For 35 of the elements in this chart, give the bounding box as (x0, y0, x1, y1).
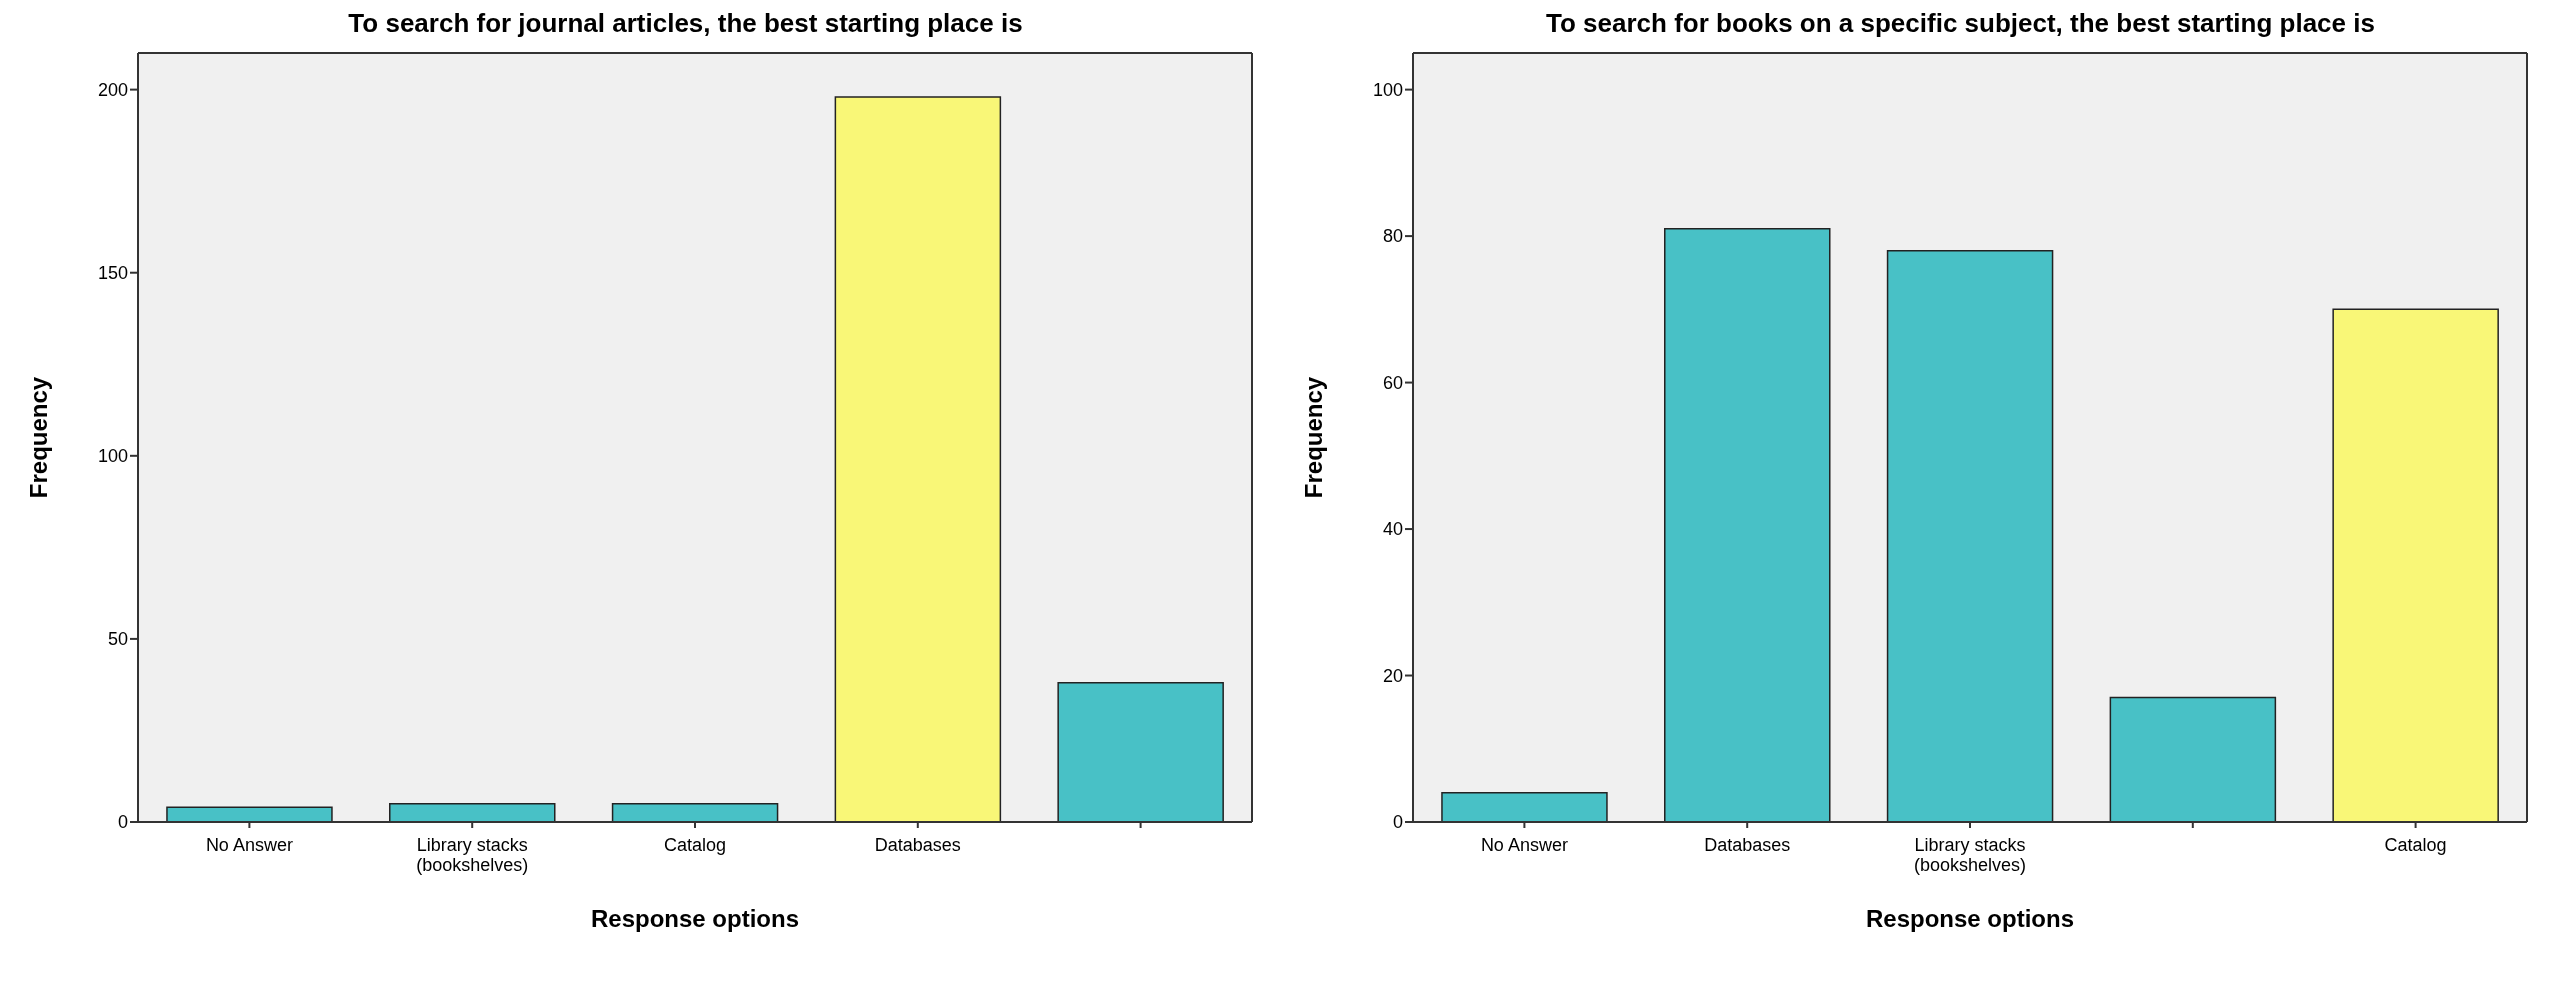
y-tick-label: 60 (1382, 372, 1403, 393)
bar (1441, 791, 1608, 822)
bar (1664, 228, 1831, 822)
bar (2109, 696, 2277, 822)
bar (611, 802, 779, 822)
y-tick-label: 0 (117, 812, 128, 833)
x-tick-label: Databases (874, 834, 961, 855)
x-tick-label: No Answer (205, 834, 293, 855)
y-tick-label: 50 (107, 629, 128, 650)
y-tick-label: 0 (1392, 812, 1403, 833)
x-axis-title: Response options (1865, 905, 2075, 932)
x-tick-label: Databases (1704, 834, 1791, 855)
bar (389, 802, 556, 822)
y-axis-title: Frequency (24, 376, 52, 499)
bar (2332, 308, 2499, 822)
y-tick-label: 40 (1382, 519, 1403, 540)
bar (834, 96, 1002, 822)
x-tick-label: No Answer (1480, 834, 1568, 855)
y-tick-label: 200 (97, 80, 128, 101)
bar (1057, 682, 1224, 822)
y-tick-label: 100 (1372, 80, 1403, 101)
y-tick-label: 150 (97, 263, 128, 284)
chart-title: To search for journal articles, the best starting place is (347, 8, 1024, 40)
y-tick-label: 20 (1382, 665, 1403, 686)
x-axis-title: Response options (590, 905, 800, 932)
x-tick-label: Library stacks (bookshelves) (1913, 834, 2027, 875)
bar (166, 806, 333, 822)
y-axis-title: Frequency (1299, 376, 1327, 499)
y-tick-label: 80 (1382, 226, 1403, 247)
y-tick-label: 100 (97, 446, 128, 467)
x-tick-label: Library stacks (bookshelves) (416, 834, 529, 875)
x-tick-label: Catalog (2384, 834, 2447, 855)
chart-title: To search for books on a specific subject, the best starting place is (1545, 8, 2376, 40)
bar (1886, 249, 2054, 822)
x-tick-label: Catalog (663, 834, 727, 855)
